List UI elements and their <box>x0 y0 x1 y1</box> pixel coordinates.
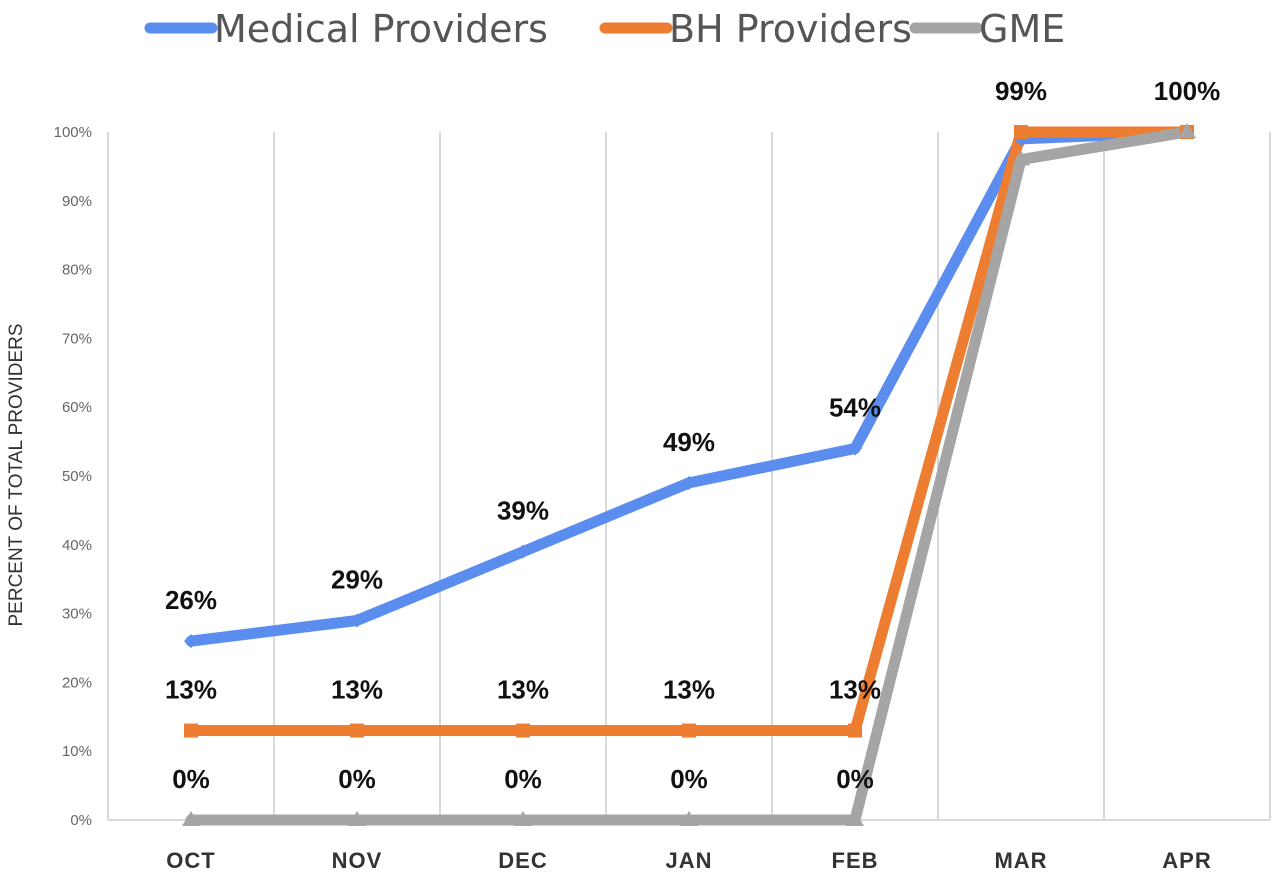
y-tick-label: 100% <box>54 124 92 141</box>
data-label: 0% <box>836 764 874 794</box>
legend-label: GME <box>979 7 1065 51</box>
data-label: 13% <box>829 675 881 705</box>
data-point <box>516 544 530 559</box>
x-tick-label: FEB <box>832 848 879 873</box>
x-tick-label: APR <box>1162 848 1211 873</box>
y-tick-label: 70% <box>62 330 92 347</box>
data-point <box>680 811 698 826</box>
legend-item: GME <box>909 7 1065 51</box>
y-tick-label: 60% <box>62 399 92 416</box>
data-point <box>1014 125 1028 139</box>
data-point <box>516 723 530 738</box>
series-markers <box>182 123 1196 826</box>
x-tick-label: JAN <box>665 848 712 873</box>
data-point <box>350 613 364 628</box>
data-point <box>350 723 364 738</box>
data-label: 100% <box>1154 76 1221 106</box>
legend-label: BH Providers <box>669 7 912 51</box>
data-point <box>514 811 532 826</box>
y-axis-ticks: 0% 10% 20% 30% 40% 50% 60% 70% 80% 90% 100% <box>54 124 92 829</box>
data-label: 49% <box>663 427 715 457</box>
legend: Medical Providers BH Providers GME <box>144 7 1065 51</box>
data-point <box>1178 123 1196 138</box>
data-label: 13% <box>663 675 715 705</box>
data-label: 0% <box>172 764 210 794</box>
x-tick-label: OCT <box>166 848 215 873</box>
y-tick-label: 40% <box>62 537 92 554</box>
data-label: 0% <box>338 764 376 794</box>
y-tick-label: 10% <box>62 743 92 760</box>
data-point <box>348 811 366 826</box>
data-point <box>846 811 864 826</box>
y-tick-label: 0% <box>70 812 92 829</box>
data-label: 0% <box>504 764 542 794</box>
legend-item: Medical Providers <box>144 7 548 51</box>
data-label: 54% <box>829 392 881 422</box>
x-tick-label: DEC <box>498 848 547 873</box>
data-label: 0% <box>670 764 708 794</box>
data-label: 26% <box>165 585 217 615</box>
y-tick-label: 90% <box>62 193 92 210</box>
x-tick-label: MAR <box>994 848 1047 873</box>
data-point <box>682 475 696 490</box>
y-tick-label: 20% <box>62 674 92 691</box>
data-point <box>682 723 696 738</box>
data-point <box>184 634 198 649</box>
data-label: 39% <box>497 496 549 526</box>
y-tick-label: 50% <box>62 468 92 485</box>
data-label: 99% <box>995 76 1047 106</box>
y-axis-label: PERCENT OF TOTAL PROVIDERS <box>6 323 27 626</box>
data-point <box>184 723 198 738</box>
data-label: 29% <box>331 564 383 594</box>
x-tick-label: NOV <box>332 848 383 873</box>
data-label: 13% <box>165 675 217 705</box>
data-point <box>848 723 862 738</box>
y-tick-label: 80% <box>62 262 92 279</box>
y-tick-label: 30% <box>62 606 92 623</box>
data-point <box>1012 150 1030 166</box>
legend-item: BH Providers <box>599 7 912 51</box>
data-point <box>848 441 862 456</box>
data-label: 13% <box>331 675 383 705</box>
data-labels: 26% 29% 39% 49% 54% 13% 13% 13% 13% 13% 99% 100% 0% 0… <box>165 76 1220 794</box>
data-label: 13% <box>497 675 549 705</box>
data-point <box>182 811 200 826</box>
x-axis-ticks: OCT NOV DEC JAN FEB MAR APR <box>166 848 1211 873</box>
legend-label: Medical Providers <box>214 7 548 51</box>
